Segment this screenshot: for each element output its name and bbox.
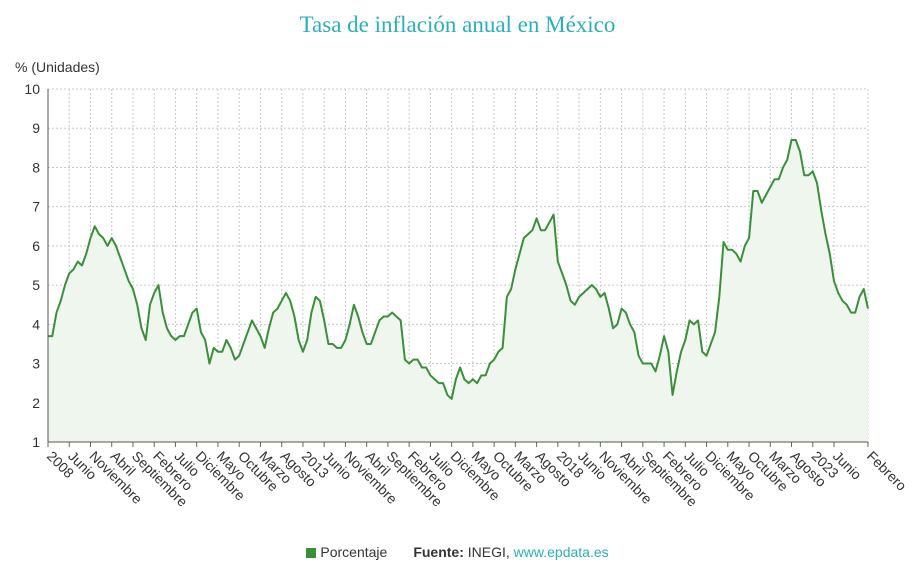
y-tick-label: 1 xyxy=(32,434,40,450)
y-tick-label: 3 xyxy=(32,356,40,372)
legend-swatch[interactable] xyxy=(306,548,317,558)
y-tick-label: 8 xyxy=(32,159,40,175)
y-tick-label: 10 xyxy=(24,81,40,97)
y-tick-label: 5 xyxy=(32,277,40,293)
series-area-fill xyxy=(48,139,868,443)
y-tick-label: 9 xyxy=(32,120,40,136)
y-tick-label: 7 xyxy=(32,199,40,215)
y-tick-label: 4 xyxy=(32,316,40,332)
axes xyxy=(47,89,869,447)
y-tick-label: 2 xyxy=(32,395,40,411)
series-area xyxy=(48,138,869,443)
chart-title: Tasa de inflación anual en México xyxy=(299,12,616,37)
source-link[interactable]: www.epdata.es xyxy=(513,544,609,560)
y-axis-label: % (Unidades) xyxy=(15,59,100,75)
y-tick-label: 6 xyxy=(32,238,40,254)
source-text: INEGI, xyxy=(463,544,514,560)
legend-label[interactable]: Porcentaje xyxy=(320,544,388,560)
x-tick-label: Febrero xyxy=(864,448,910,494)
y-tick-labels: 1 2 3 4 5 6 7 8 9 10 xyxy=(24,81,40,450)
legend: Porcentaje Fuente: INEGI, www.epdata.es xyxy=(0,544,915,560)
series-line[interactable] xyxy=(48,138,869,400)
x-tick-labels: 2008JunioNoviembreAbrilSeptiembreFebrero… xyxy=(44,448,910,510)
source-prefix: Fuente: xyxy=(413,544,464,560)
